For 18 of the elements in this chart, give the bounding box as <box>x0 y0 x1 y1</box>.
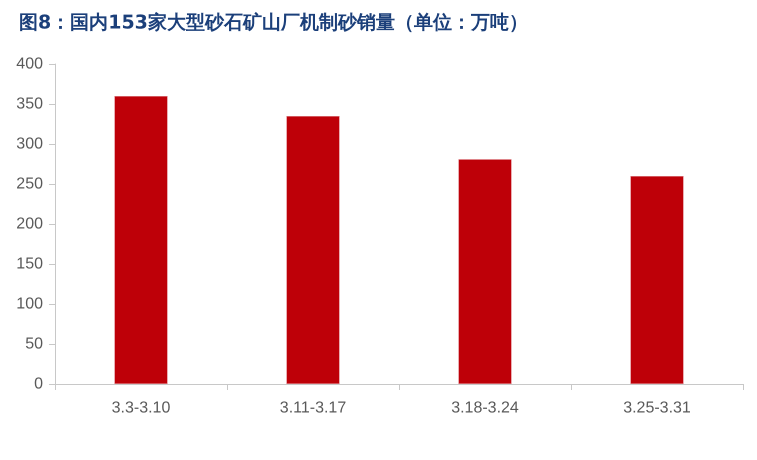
bar <box>630 176 684 384</box>
y-tick-label: 400 <box>16 56 44 72</box>
y-tick-label: 150 <box>16 256 44 272</box>
y-tick-label: 350 <box>16 96 44 112</box>
bar <box>458 159 512 384</box>
y-tick-label: 0 <box>34 376 44 392</box>
x-tick-label: 3.25-3.31 <box>623 400 691 416</box>
x-tick-label: 3.3-3.10 <box>112 400 170 416</box>
y-tick-label: 300 <box>16 136 44 152</box>
x-tick-label: 3.11-3.17 <box>280 400 346 416</box>
y-tick-label: 200 <box>16 216 44 232</box>
bar <box>114 96 168 384</box>
x-tick-label: 3.18-3.24 <box>451 400 519 416</box>
y-tick-label: 250 <box>16 176 44 192</box>
y-tick-label: 100 <box>16 296 44 312</box>
y-tick-label: 50 <box>25 336 44 352</box>
chart-title: 图8：国内153家大型砂石矿山厂机制砂销量（单位：万吨） <box>19 12 528 34</box>
bar <box>286 116 340 384</box>
